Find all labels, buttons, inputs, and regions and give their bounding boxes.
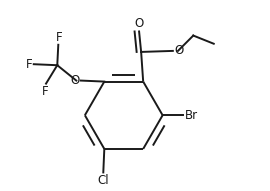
- Text: F: F: [25, 58, 32, 71]
- Text: O: O: [134, 17, 144, 30]
- Text: F: F: [42, 85, 48, 98]
- Text: F: F: [55, 31, 62, 44]
- Text: Br: Br: [185, 109, 198, 122]
- Text: O: O: [174, 44, 184, 57]
- Text: O: O: [70, 74, 80, 87]
- Text: Cl: Cl: [97, 174, 109, 187]
